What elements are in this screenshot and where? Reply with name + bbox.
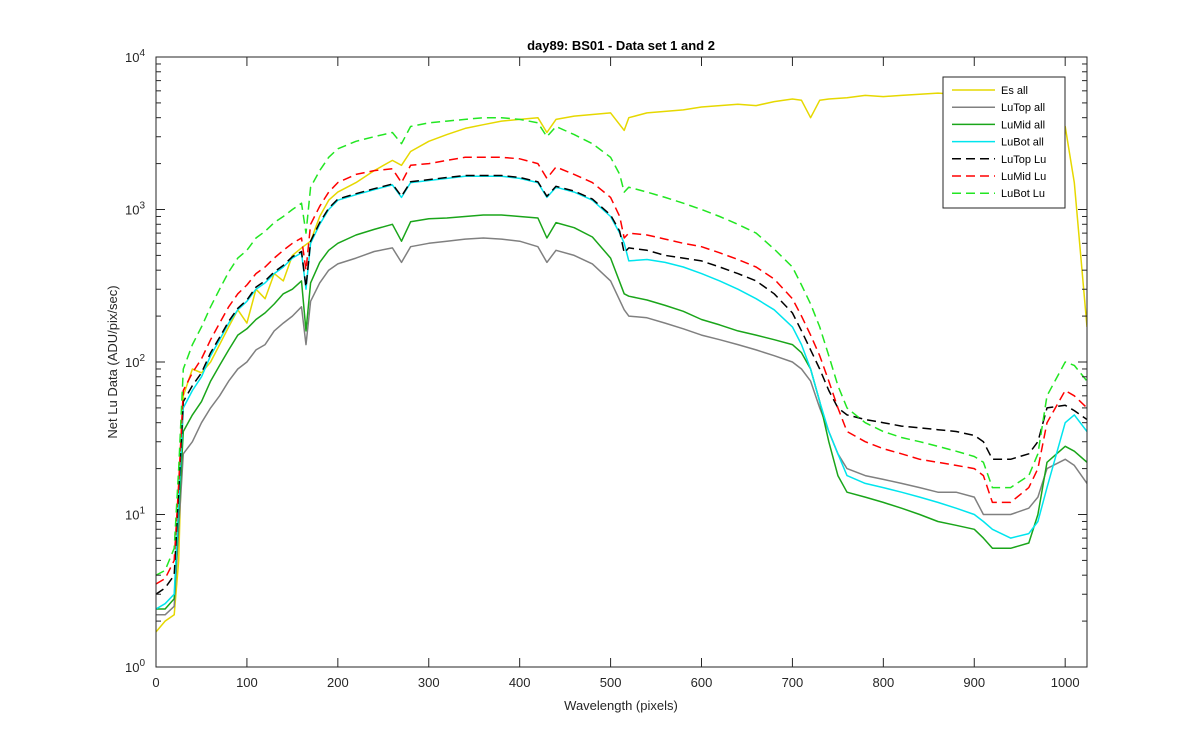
series-line-1	[156, 92, 1087, 633]
x-tick-label: 100	[236, 675, 258, 690]
y-axis-label: Net Lu Data (ADU/pix/sec)	[105, 285, 120, 438]
chart-title: day89: BS01 - Data set 1 and 2	[527, 38, 715, 53]
series-line-5	[156, 174, 1087, 595]
y-axis: 100 101 102 103 104	[125, 48, 1087, 675]
y-tick-label: 103	[125, 201, 145, 218]
x-tick-label: 0	[152, 675, 159, 690]
x-tick-label: 400	[509, 675, 531, 690]
legend-label: LuMid all	[1001, 119, 1045, 131]
x-tick-label: 800	[872, 675, 894, 690]
x-axis-label: Wavelength (pixels)	[564, 698, 678, 713]
x-tick-label: 700	[782, 675, 804, 690]
legend-label: LuTop all	[1001, 102, 1045, 114]
series-line-4	[156, 175, 1087, 610]
legend: Es all LuTop all LuMid all LuBot all LuTop L…	[942, 76, 1066, 209]
series-line-6	[156, 156, 1087, 585]
x-tick-label: 900	[963, 675, 985, 690]
legend-label: Es all	[1001, 85, 1028, 97]
x-tick-label: 1000	[1051, 675, 1080, 690]
x-axis: 0 100 200 300 400 500 600 700 800 900 1000	[152, 57, 1080, 690]
series-line-2	[156, 237, 1087, 616]
x-tick-label: 300	[418, 675, 440, 690]
y-tick-label: 104	[125, 48, 145, 65]
x-tick-label: 600	[691, 675, 713, 690]
y-tick-label: 100	[125, 658, 145, 675]
series-line-7	[156, 116, 1087, 576]
x-tick-label: 200	[327, 675, 349, 690]
legend-label: LuTop Lu	[1001, 154, 1046, 166]
legend-label: LuMid Lu	[1001, 171, 1046, 183]
legend-label: LuBot all	[1001, 137, 1044, 149]
legend-label: LuBot Lu	[1001, 188, 1045, 200]
x-tick-label: 500	[600, 675, 622, 690]
y-tick-label: 101	[125, 506, 145, 523]
series-line-3	[156, 214, 1087, 610]
legend-box	[942, 76, 1066, 209]
series-layer	[156, 92, 1087, 633]
y-tick-label: 102	[125, 353, 145, 370]
